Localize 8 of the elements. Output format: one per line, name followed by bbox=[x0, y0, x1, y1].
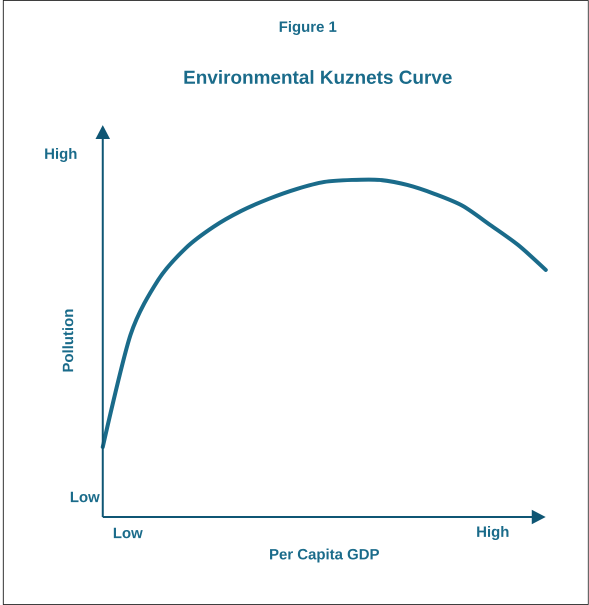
text: High bbox=[477, 526, 509, 540]
y-axis-title: Pollution bbox=[62, 310, 74, 372]
text: Low bbox=[114, 528, 143, 538]
chart-subtitle: Environmental Kuznets Curve bbox=[184, 70, 452, 84]
text: High bbox=[45, 148, 77, 162]
x-axis-title: Per Capita GDP bbox=[270, 548, 380, 562]
text: Low bbox=[70, 492, 100, 502]
chart-title: Figure 1 bbox=[280, 20, 337, 35]
